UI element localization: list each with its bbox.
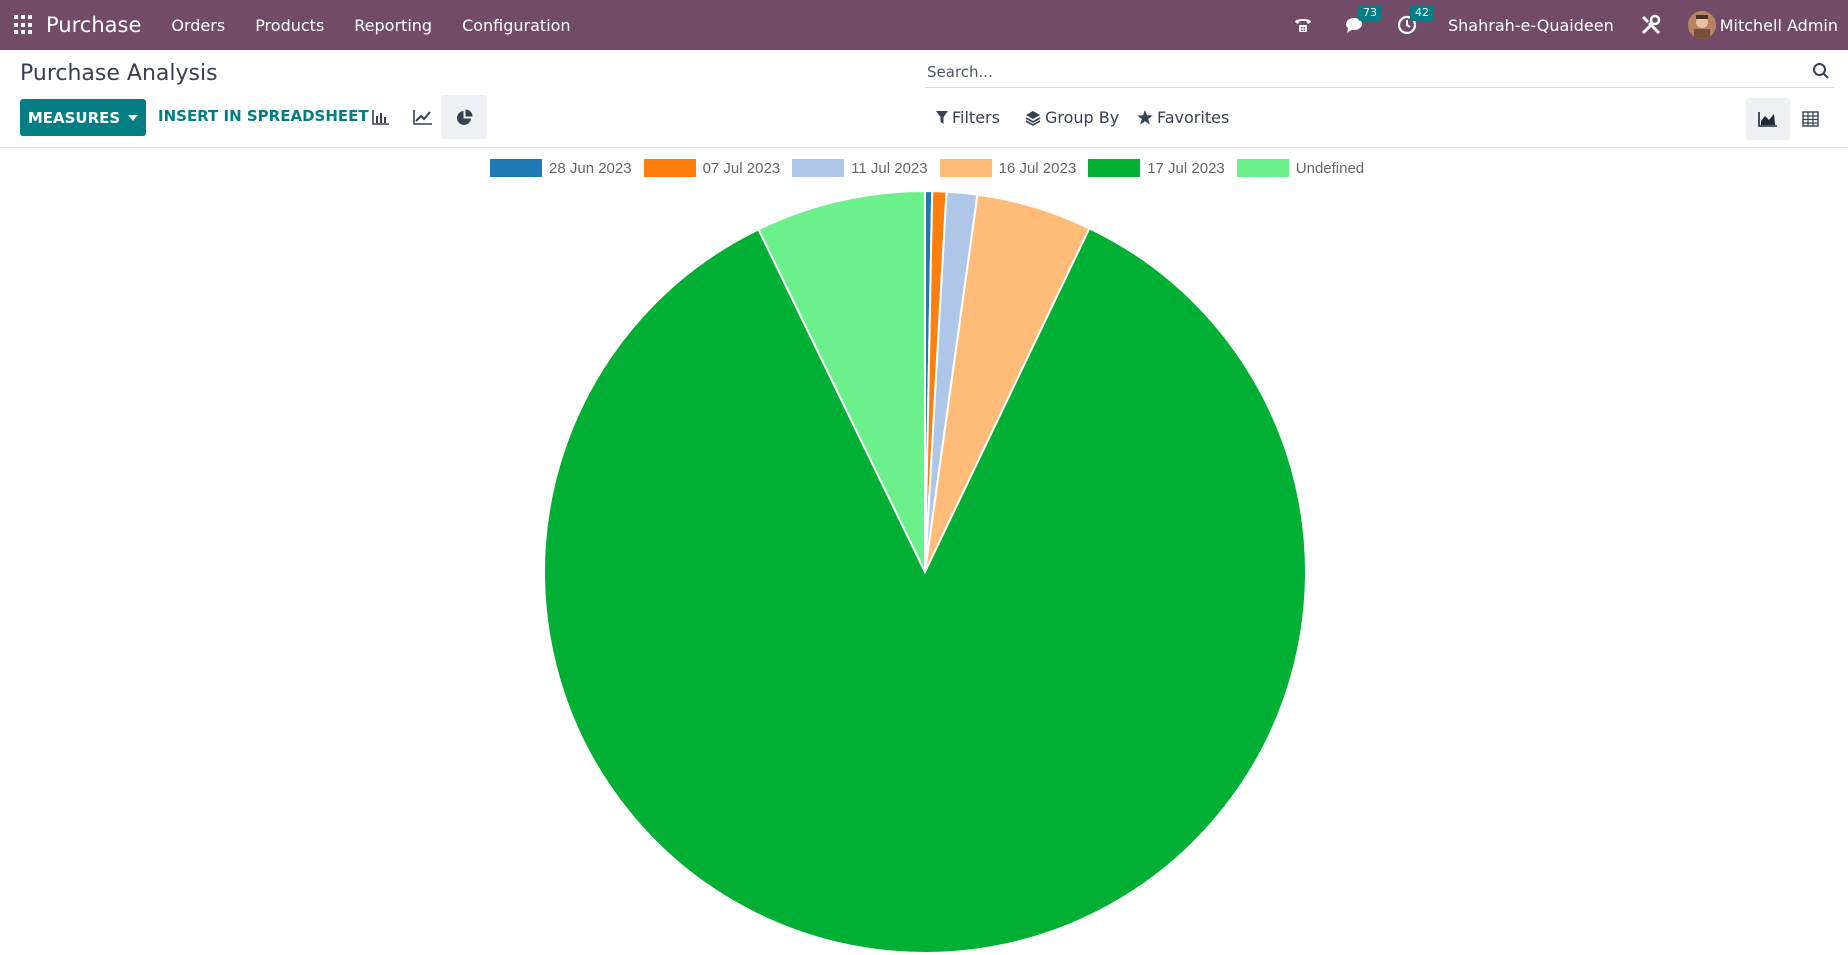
- filters-button[interactable]: Filters: [936, 108, 1000, 127]
- legend-label: 07 Jul 2023: [702, 159, 781, 177]
- pivot-view-button[interactable]: [1788, 98, 1832, 140]
- legend-swatch: [939, 159, 992, 177]
- activities-count-badge: 42: [1410, 5, 1434, 21]
- menu-products[interactable]: Products: [255, 15, 325, 35]
- filter-icon: [936, 110, 948, 124]
- legend-swatch: [792, 159, 845, 177]
- search-input[interactable]: [925, 62, 1795, 81]
- chat-icon[interactable]: 73: [1344, 5, 1382, 36]
- filters-label: Filters: [952, 108, 1000, 127]
- page-title: Purchase Analysis: [20, 61, 218, 86]
- chart-legend: 28 Jun 2023 07 Jul 2023 11 Jul 2023 16 J…: [490, 159, 1376, 177]
- legend-label: 11 Jul 2023: [851, 159, 928, 177]
- group-by-label: Group By: [1045, 108, 1120, 127]
- legend-label: Undefined: [1295, 159, 1365, 177]
- table-icon: [1801, 111, 1819, 127]
- legend-swatch: [643, 159, 696, 177]
- graph-view-button[interactable]: [1746, 98, 1790, 140]
- apps-grid-icon[interactable]: [14, 15, 34, 35]
- legend-item[interactable]: 28 Jun 2023: [490, 159, 632, 177]
- legend-label: 16 Jul 2023: [998, 159, 1077, 177]
- legend-item[interactable]: 07 Jul 2023: [643, 159, 781, 177]
- pie-slice[interactable]: [757, 189, 926, 573]
- legend-item[interactable]: 16 Jul 2023: [939, 159, 1077, 177]
- avatar[interactable]: [1687, 11, 1716, 39]
- area-chart-icon: [1758, 112, 1777, 127]
- measures-label: MEASURES: [27, 108, 121, 127]
- bar-chart-button[interactable]: [358, 95, 404, 139]
- menu-reporting[interactable]: Reporting: [354, 15, 433, 35]
- legend-label: 17 Jul 2023: [1147, 159, 1225, 177]
- line-chart-icon: [413, 110, 432, 125]
- navbar-systray: 73 42 Shahrah-e-Quaideen Mitchell Admin: [1292, 0, 1848, 50]
- top-navbar: Purchase Orders Products Reporting Confi…: [0, 0, 1848, 50]
- legend-item[interactable]: 11 Jul 2023: [792, 159, 928, 177]
- menu-orders[interactable]: Orders: [171, 15, 226, 35]
- clock-icon[interactable]: 42: [1396, 5, 1434, 36]
- legend-swatch: [490, 159, 542, 177]
- legend-label: 28 Jun 2023: [549, 159, 632, 177]
- caret-down-icon: [128, 114, 139, 121]
- favorites-button[interactable]: Favorites: [1137, 108, 1229, 127]
- layers-icon: [1025, 110, 1041, 126]
- pie-slice[interactable]: [543, 226, 1307, 954]
- line-chart-button[interactable]: [400, 95, 446, 139]
- star-icon: [1137, 110, 1153, 125]
- app-brand[interactable]: Purchase: [46, 13, 142, 37]
- search-icon[interactable]: [1812, 62, 1830, 84]
- messages-count-badge: 73: [1358, 5, 1382, 21]
- insert-in-spreadsheet-button[interactable]: INSERT IN SPREADSHEET: [158, 107, 369, 125]
- legend-swatch: [1236, 159, 1289, 177]
- control-panel-divider: [0, 147, 1848, 148]
- bar-chart-icon: [372, 110, 389, 125]
- legend-item[interactable]: Undefined: [1236, 159, 1365, 177]
- measures-button[interactable]: MEASURES: [20, 99, 146, 136]
- legend-item[interactable]: 17 Jul 2023: [1088, 159, 1225, 177]
- pie-chart-icon: [456, 109, 472, 125]
- company-switcher[interactable]: Shahrah-e-Quaideen: [1448, 15, 1614, 35]
- group-by-button[interactable]: Group By: [1025, 108, 1119, 127]
- legend-swatch: [1088, 159, 1141, 177]
- menu-configuration[interactable]: Configuration: [462, 15, 571, 35]
- user-menu[interactable]: Mitchell Admin: [1719, 15, 1838, 35]
- pie-chart-button[interactable]: [441, 95, 487, 139]
- phone-icon[interactable]: [1292, 14, 1314, 36]
- search-bar: [925, 56, 1834, 88]
- tools-icon[interactable]: [1640, 14, 1662, 36]
- favorites-label: Favorites: [1157, 108, 1230, 127]
